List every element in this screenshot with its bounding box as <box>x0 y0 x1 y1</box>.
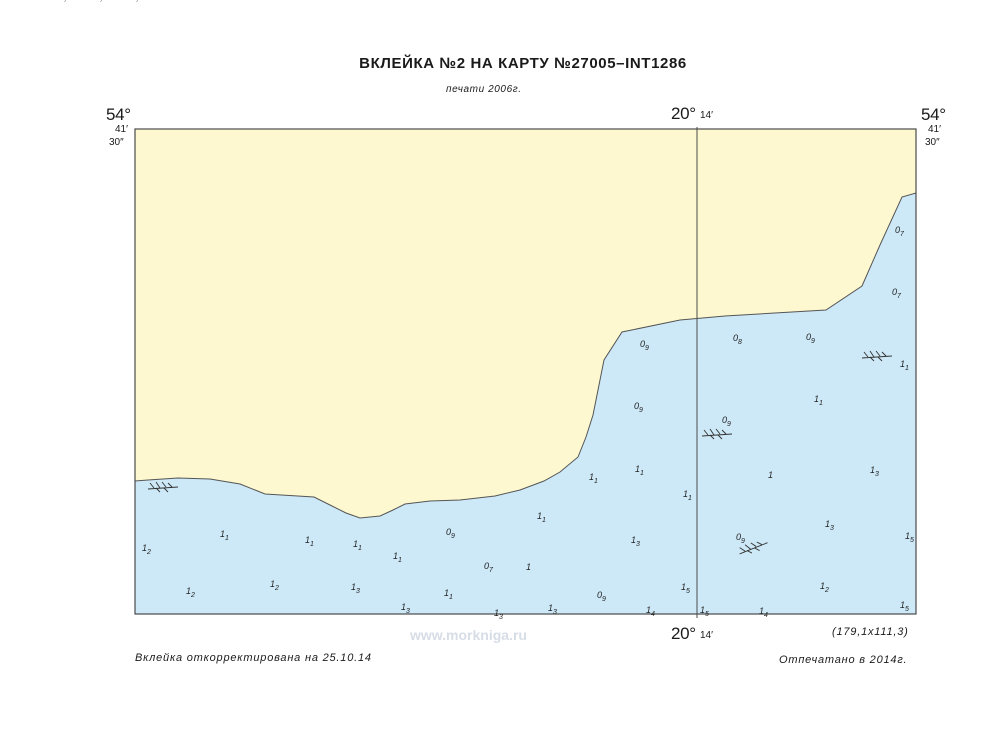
watermark: www.morkniga.ru <box>409 627 527 643</box>
longitude-minutes-top: 14′ <box>700 110 713 121</box>
depth-sounding: 13 <box>401 602 410 615</box>
depth-sounding: 09 <box>597 590 606 603</box>
printed-note: Отпечатано в 2014г. <box>779 654 908 666</box>
longitude-degrees-top: 20° <box>671 104 696 123</box>
seaweed-symbol-center <box>701 428 733 440</box>
depth-sounding: 11 <box>683 489 692 502</box>
correction-note: Вклейка откорректирована на 25.10.14 <box>135 652 372 664</box>
depth-sounding: 11 <box>353 539 362 552</box>
latitude-minutes-right: 41′ <box>928 124 941 135</box>
depth-sounding: 11 <box>589 472 598 485</box>
depth-sounding: 09 <box>446 527 455 540</box>
depth-sounding: 1 <box>768 470 773 480</box>
latitude-seconds-left: 30″ <box>109 137 124 148</box>
depth-sounding: 09 <box>722 415 731 428</box>
depth-sounding: 11 <box>900 359 909 372</box>
depth-sounding: 07 <box>892 287 902 300</box>
seaweed-symbol-northeast <box>861 350 893 362</box>
depth-sounding: 15 <box>681 582 690 595</box>
latitude-degrees-right: 54° <box>921 105 946 124</box>
depth-sounding: 11 <box>537 511 546 524</box>
depth-sounding: 12 <box>820 581 829 594</box>
depth-sounding: 12 <box>142 543 151 556</box>
depth-sounding: 07 <box>895 225 905 238</box>
seaweed-symbol-southeast <box>739 541 768 555</box>
depth-sounding: 09 <box>640 339 649 352</box>
depth-sounding: 07 <box>484 561 494 574</box>
depth-sounding: 13 <box>825 519 834 532</box>
seaweed-symbol-west <box>147 481 179 493</box>
land-area <box>134 128 917 519</box>
depth-sounding: 13 <box>631 535 640 548</box>
depth-sounding: 08 <box>733 333 742 346</box>
depth-sounding: 09 <box>634 401 643 414</box>
depth-sounding: 11 <box>814 394 823 407</box>
longitude-degrees-bottom: 20° <box>671 624 696 643</box>
latitude-seconds-right: 30″ <box>925 137 940 148</box>
depth-sounding: 13 <box>351 582 360 595</box>
map-frame <box>134 128 917 615</box>
depth-sounding: 1 <box>526 562 531 572</box>
insert-dimensions: (179,1x111,3) <box>832 626 909 638</box>
depth-sounding: 11 <box>635 464 644 477</box>
depth-sounding: 13 <box>548 603 557 616</box>
depth-sounding: 11 <box>393 551 402 564</box>
chart-insert-title: ВКЛЕЙКА №2 НА КАРТУ №27005–INT1286 <box>359 55 687 72</box>
latitude-degrees-left: 54° <box>106 105 131 124</box>
depth-sounding: 14 <box>759 606 768 619</box>
depth-sounding: 15 <box>905 531 914 544</box>
depth-sounding: 13 <box>870 465 879 478</box>
depth-sounding: 15 <box>700 605 709 618</box>
scan-edge-residue: ⁄ ⁄ ‑ ‑ ‑ ‑ ⁄ ‑ ‑ ‑ ‑ ⁄ <box>60 0 220 4</box>
print-edition-note: печати 2006г. <box>446 84 522 95</box>
depth-sounding: 12 <box>186 586 195 599</box>
depth-sounding: 11 <box>305 535 314 548</box>
depth-sounding: 11 <box>220 529 229 542</box>
longitude-minutes-bottom: 14′ <box>700 630 713 641</box>
depth-sounding: 09 <box>736 532 745 545</box>
depth-sounding: 13 <box>494 608 503 621</box>
depth-sounding: 12 <box>270 579 279 592</box>
depth-sounding: 11 <box>444 588 453 601</box>
depth-sounding: 15 <box>900 600 909 613</box>
latitude-minutes-left: 41′ <box>115 124 128 135</box>
depth-sounding: 14 <box>646 605 655 618</box>
depth-sounding: 09 <box>806 332 815 345</box>
